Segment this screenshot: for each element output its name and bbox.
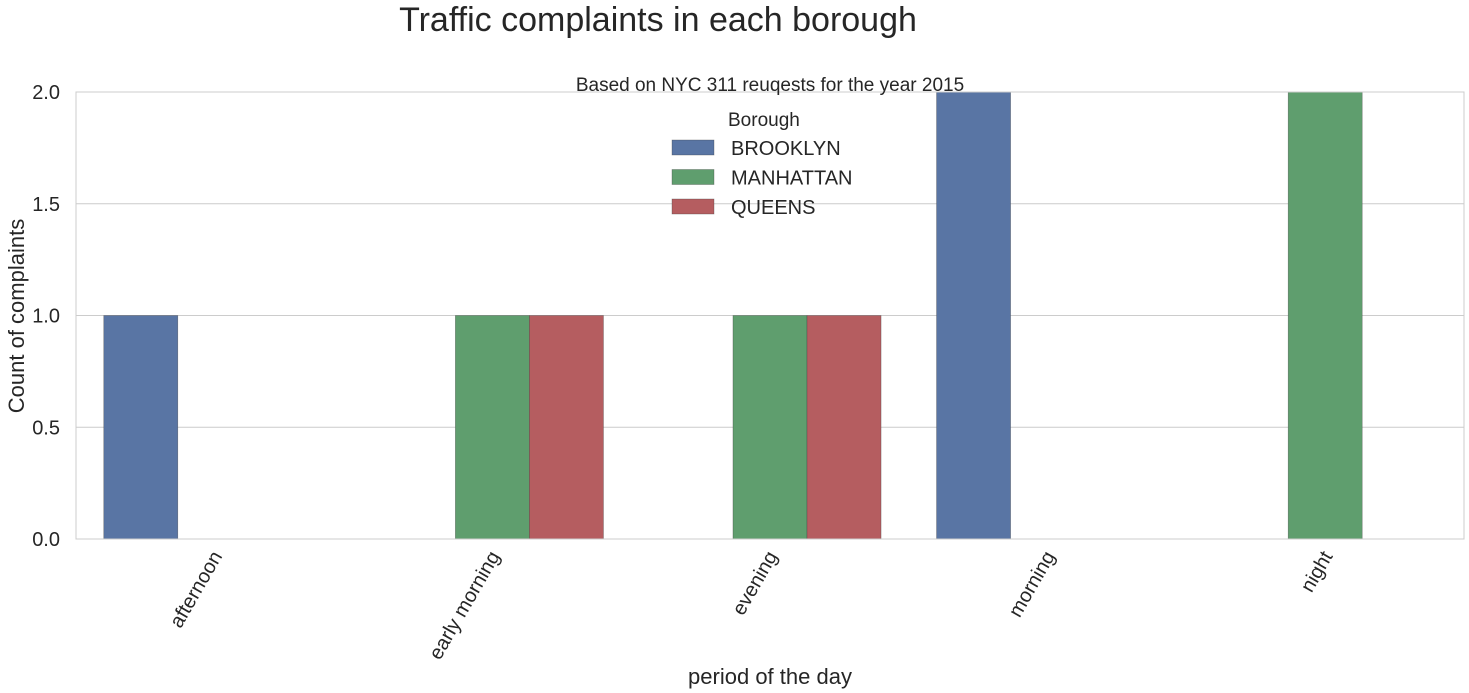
plot-frame: [75, 91, 1465, 540]
x-axis-label: period of the day: [688, 664, 852, 689]
x-tick-label: afternoon: [166, 548, 227, 632]
y-tick-label: 2.0: [32, 82, 60, 104]
x-tick-label: morning: [1005, 548, 1060, 622]
bar-manhattan-early-morning: [455, 315, 530, 540]
bar-manhattan-evening: [732, 315, 808, 540]
figure-title: Traffic complaints in each borough: [399, 1, 917, 39]
y-tick-label: 0.5: [32, 417, 60, 439]
bar-brooklyn-morning: [936, 91, 1011, 540]
y-tick-label: 1.0: [32, 306, 60, 328]
x-tick-label: night: [1297, 547, 1338, 596]
legend-swatch-manhattan: [671, 169, 715, 185]
legend-title: Borough: [728, 110, 800, 131]
bar-brooklyn-afternoon: [103, 315, 179, 540]
y-tick-label: 1.5: [32, 194, 60, 216]
legend-swatch-brooklyn: [671, 139, 715, 156]
x-tick-label: evening: [728, 548, 782, 620]
chart-subtitle: Based on NYC 311 reuqests for the year 2…: [576, 75, 964, 96]
legend-entry-queens: QUEENS: [731, 197, 815, 219]
y-axis-label: Count of complaints: [4, 219, 29, 413]
legend-entry-brooklyn: BROOKLYN: [731, 138, 841, 160]
bar-manhattan-night: [1287, 91, 1363, 540]
bar-queens-early-morning: [529, 315, 604, 540]
bar-queens-evening: [806, 315, 882, 540]
x-tick-label: early morning: [425, 548, 505, 664]
legend-swatch-queens: [671, 198, 715, 215]
y-tick-label: 0.0: [32, 529, 60, 551]
legend-entry-manhattan: MANHATTAN: [731, 168, 852, 190]
